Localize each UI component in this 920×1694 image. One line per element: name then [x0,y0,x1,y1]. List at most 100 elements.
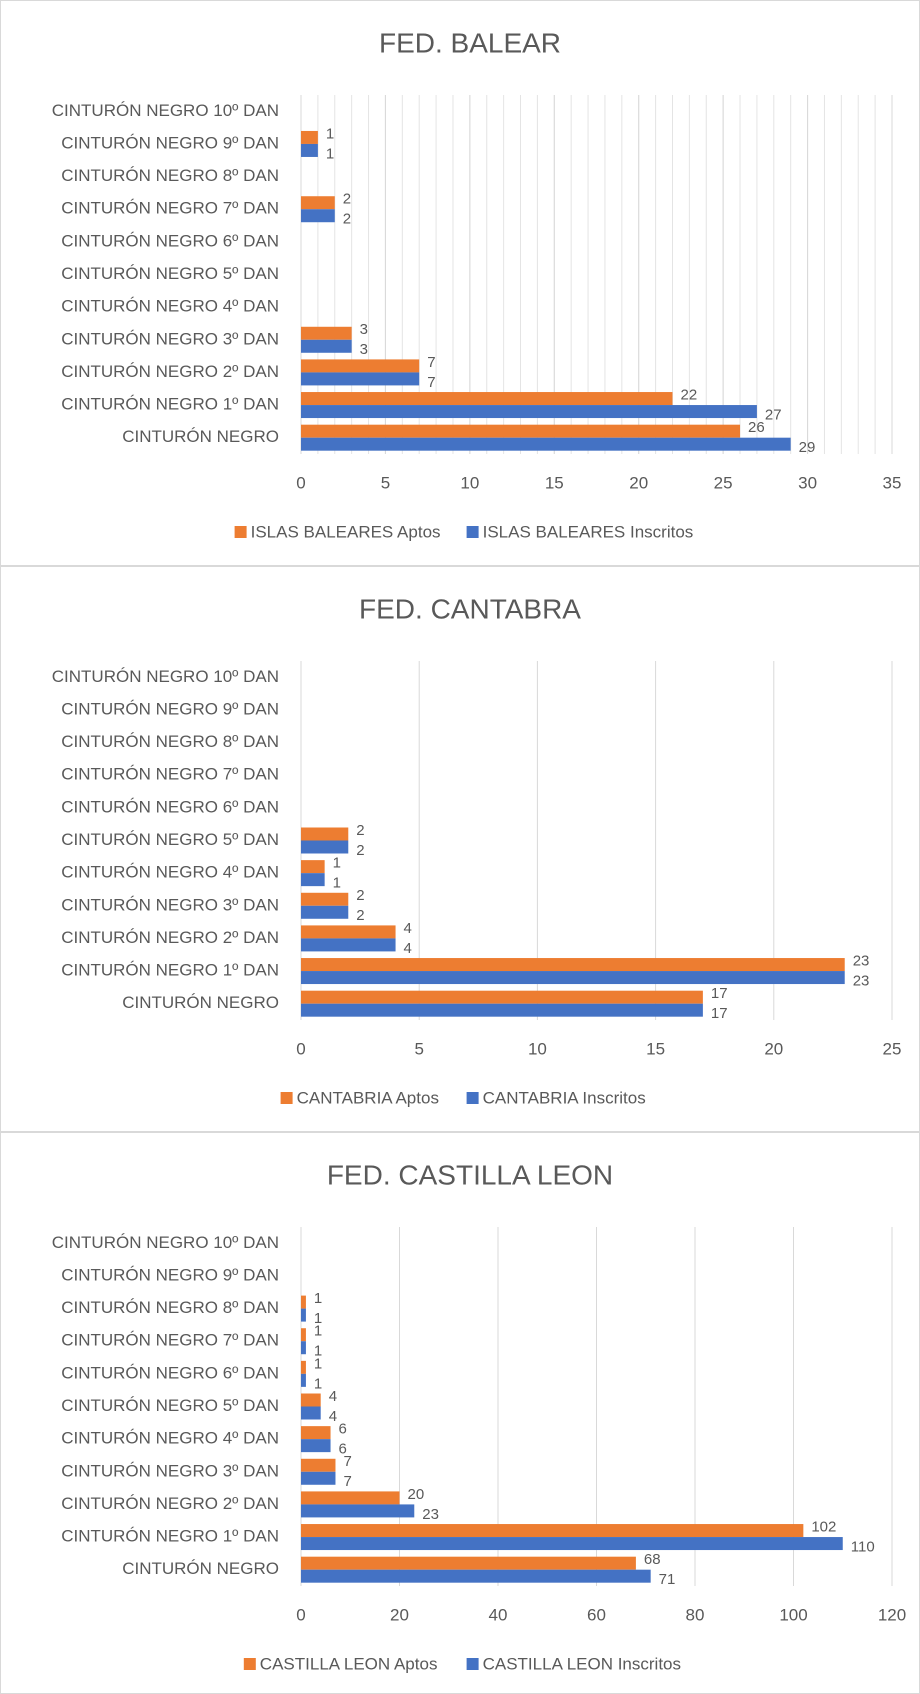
bar [301,1406,321,1420]
x-tick-label: 5 [414,1039,423,1058]
bar [301,840,349,854]
bar [301,892,349,906]
legend-swatch [234,526,247,538]
bar [301,405,757,419]
y-tick-label: CINTURÓN NEGRO 6º DAN [61,231,279,250]
data-label: 1 [314,1310,322,1327]
data-label: 4 [404,920,412,937]
x-tick-label: 20 [390,1605,409,1624]
x-tick-label: 100 [779,1605,807,1624]
bar [301,1003,703,1017]
bar [301,1524,804,1538]
data-label: 26 [748,419,765,436]
bar [301,905,349,919]
bar [301,372,420,386]
y-tick-label: CINTURÓN NEGRO 2º DAN [61,362,279,381]
data-label: 2 [356,842,364,859]
data-label: 1 [326,125,334,142]
x-tick-label: 40 [489,1605,508,1624]
bar [301,827,349,841]
data-label: 20 [408,1486,425,1503]
y-tick-label: CINTURÓN NEGRO 7º DAN [61,765,279,784]
x-tick-label: 5 [381,473,390,492]
bar [301,1491,400,1505]
bar [301,196,335,210]
data-label: 27 [765,407,782,424]
bar [301,1556,636,1570]
bar [301,958,845,972]
x-tick-label: 10 [460,473,479,492]
chart-title: FED. CASTILLA LEON [327,1159,613,1190]
y-tick-label: CINTURÓN NEGRO 4º DAN [61,297,279,316]
data-label: 29 [799,439,816,456]
y-tick-label: CINTURÓN NEGRO 5º DAN [61,830,279,849]
data-label: 1 [314,1323,322,1340]
data-label: 3 [360,341,368,358]
chart-title: FED. BALEAR [379,27,561,58]
y-tick-label: CINTURÓN NEGRO 10º DAN [52,101,279,120]
data-label: 1 [314,1343,322,1360]
bar [301,1537,843,1551]
data-label: 23 [422,1506,439,1523]
panel-border [0,1132,920,1694]
x-tick-label: 10 [528,1039,547,1058]
data-label: 1 [314,1375,322,1392]
legend-swatch [466,1092,479,1104]
bar [301,209,335,223]
x-tick-label: 60 [587,1605,606,1624]
data-label: 22 [680,387,697,404]
data-label: 2 [343,191,351,208]
data-label: 6 [339,1421,347,1438]
y-tick-label: CINTURÓN NEGRO 1º DAN [61,961,279,980]
panel-border [0,566,920,1132]
data-label: 1 [333,855,341,872]
bar [301,938,396,952]
bar [301,1439,331,1453]
y-tick-label: CINTURÓN NEGRO 10º DAN [52,667,279,686]
y-tick-label: CINTURÓN NEGRO 7º DAN [61,1331,279,1350]
y-tick-label: CINTURÓN NEGRO 5º DAN [61,1396,279,1415]
data-label: 4 [329,1388,337,1405]
legend-swatch [466,526,479,538]
x-tick-label: 0 [296,1039,305,1058]
bar [301,392,673,406]
legend-label: CASTILLA LEON Inscritos [483,1654,681,1673]
data-label: 7 [427,374,435,391]
bar [301,326,352,340]
x-tick-label: 20 [629,473,648,492]
y-tick-label: CINTURÓN NEGRO 7º DAN [61,199,279,218]
x-tick-label: 120 [878,1605,906,1624]
legend-label: CANTABRIA Aptos [297,1088,439,1107]
y-tick-label: CINTURÓN NEGRO 8º DAN [61,1298,279,1317]
y-tick-label: CINTURÓN NEGRO 10º DAN [52,1233,279,1252]
bar [301,130,318,144]
y-tick-label: CINTURÓN NEGRO 9º DAN [61,1265,279,1284]
y-tick-label: CINTURÓN NEGRO 9º DAN [61,699,279,718]
data-label: 3 [360,321,368,338]
chart-title: FED. CANTABRA [359,593,581,624]
data-label: 7 [343,1453,351,1470]
bar [301,1308,306,1322]
bar [301,1328,306,1342]
x-tick-label: 20 [764,1039,783,1058]
chart-panel: FED. BALEAR 0 5 10 15 20 25 30 35 CINTURÓN NEGRO 2… [0,0,920,566]
legend-label: ISLAS BALEARES Aptos [251,522,441,541]
x-tick-label: 80 [686,1605,705,1624]
y-tick-label: CINTURÓN NEGRO 3º DAN [61,895,279,914]
data-label: 2 [356,907,364,924]
x-tick-label: 0 [296,1605,305,1624]
y-tick-label: CINTURÓN NEGRO 2º DAN [61,928,279,947]
y-tick-label: CINTURÓN NEGRO 8º DAN [61,166,279,185]
bar [301,1295,306,1309]
y-tick-label: CINTURÓN NEGRO 6º DAN [61,797,279,816]
bar [301,990,703,1004]
bar [301,1373,306,1387]
data-label: 1 [314,1355,322,1372]
data-label: 2 [356,822,364,839]
bar [301,1426,331,1440]
legend-label: CASTILLA LEON Aptos [260,1654,438,1673]
y-tick-label: CINTURÓN NEGRO 8º DAN [61,732,279,751]
y-tick-label: CINTURÓN NEGRO [122,1559,279,1578]
